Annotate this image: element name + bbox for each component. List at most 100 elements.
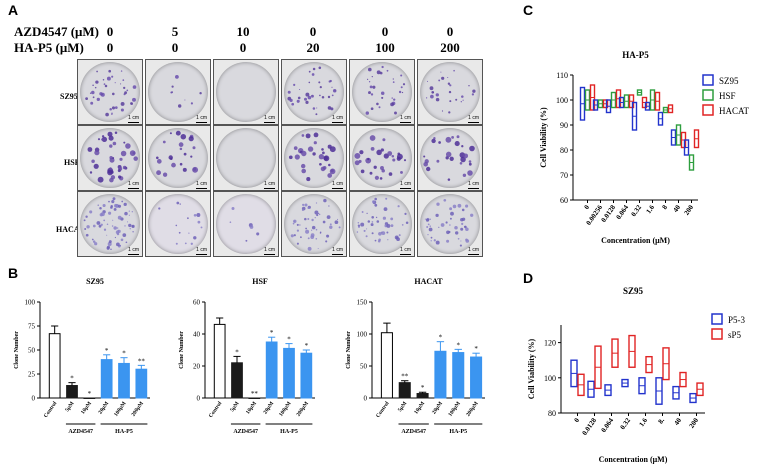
- x-tick-label: 200μM: [131, 400, 146, 418]
- x-tick-label: 20μM: [97, 400, 110, 415]
- x-tick-label: 10μM: [245, 400, 258, 415]
- colony-plate-hsf-3: 1 cm: [281, 125, 347, 191]
- range-box-HSF: [662, 106, 669, 114]
- dish: [216, 62, 276, 122]
- dish: [80, 194, 140, 254]
- y-tick-label: 0: [32, 395, 36, 403]
- scale-bar: 1 cm: [264, 181, 275, 189]
- y-tick-label: 100: [556, 96, 568, 105]
- bar-Control: [48, 333, 61, 399]
- range-box-HSF: [584, 89, 591, 111]
- group-label: AZD4547: [68, 429, 93, 435]
- scale-bar: 1 cm: [128, 181, 139, 189]
- y-tick-label: 50: [360, 363, 368, 371]
- dish: [80, 128, 140, 188]
- x-tick-label: 0.32: [619, 416, 633, 431]
- dish: [284, 62, 344, 122]
- range-box-SZ95: [683, 139, 690, 156]
- scale-bar: 1 cm: [468, 181, 479, 189]
- row-label-hacat: HACAT: [56, 225, 85, 234]
- range-box-sP5: [628, 334, 636, 368]
- colony-plate-hsf-0: 1 cm: [77, 125, 143, 191]
- bar-chart-title-1: HSF: [252, 277, 268, 286]
- group-label: HA-P5: [449, 429, 467, 435]
- bar-20μM: [434, 350, 447, 399]
- significance-mark: *: [439, 334, 443, 342]
- significance-mark: *: [88, 390, 92, 398]
- dish: [284, 194, 344, 254]
- y-tick-label: 120: [544, 339, 556, 348]
- range-box-P5-3: [689, 392, 697, 404]
- y-tick-label: 70: [560, 171, 568, 180]
- x-tick-label: 1.6: [638, 416, 650, 428]
- y-tick-label: 100: [357, 331, 368, 339]
- range-box-P5-3: [655, 377, 663, 405]
- x-tick-label: 100μM: [278, 400, 293, 418]
- legend-swatch-HACAT: [702, 104, 714, 116]
- dish: [420, 128, 480, 188]
- range-box-sP5: [577, 373, 585, 397]
- group-label: AZD4547: [401, 429, 426, 435]
- row-label-hsf: HSF: [64, 158, 80, 167]
- azd-dose-0: 0: [106, 24, 114, 39]
- azd-dose-5: 0: [446, 24, 454, 39]
- colony-plate-hsf-1: 1 cm: [145, 125, 211, 191]
- scale-bar: 1 cm: [196, 247, 207, 255]
- colony-plate-hsf-2: 1 cm: [213, 125, 279, 191]
- azd-dose-4: 0: [381, 24, 389, 39]
- y-tick-label: 60: [193, 299, 201, 307]
- range-box-P5-3: [604, 384, 612, 397]
- range-box-HACAT: [641, 96, 648, 109]
- y-tick-label: 20: [193, 363, 201, 371]
- x-tick-label: 200μM: [465, 400, 480, 418]
- panel-label-b: B: [8, 265, 19, 281]
- bar-Control: [213, 323, 226, 399]
- panel-label-c: C: [523, 2, 534, 18]
- scale-bar: 1 cm: [400, 115, 411, 123]
- y-tick-label: 0: [364, 395, 368, 403]
- range-box-HSF: [675, 124, 682, 146]
- significance-mark: *: [421, 384, 425, 392]
- dish: [352, 128, 412, 188]
- bar-5μM: [398, 382, 411, 399]
- significance-mark: **: [138, 357, 146, 365]
- scale-bar: 1 cm: [400, 247, 411, 255]
- scale-bar: 1 cm: [332, 247, 343, 255]
- x-tick-label: 200μM: [296, 400, 311, 418]
- colony-plate-hacat-1: 1 cm: [145, 191, 211, 257]
- x-tick-label: 0.32: [630, 203, 644, 218]
- dish: [352, 194, 412, 254]
- x-tick-label: 0.064: [600, 416, 616, 434]
- range-box-sP5: [696, 382, 704, 397]
- scale-bar: 1 cm: [468, 115, 479, 123]
- y-tick-label: 40: [193, 331, 201, 339]
- scale-bar: 1 cm: [264, 247, 275, 255]
- legend-swatch-sP5: [711, 328, 723, 340]
- azd-dose-3: 0: [309, 24, 317, 39]
- x-tick-label: Control: [43, 400, 59, 419]
- range-box-HACAT: [667, 104, 674, 114]
- hap5-dose-2: 0: [239, 40, 247, 55]
- colony-plate-sz95-0: 1 cm: [77, 59, 143, 125]
- dish: [216, 194, 276, 254]
- range-box-SZ95: [631, 101, 638, 131]
- x-axis-label: Concentration (μM): [599, 455, 668, 464]
- range-box-SZ95: [657, 111, 664, 126]
- bar-100μM: [118, 362, 130, 399]
- dish: [284, 128, 344, 188]
- x-tick-label: 100μM: [113, 400, 128, 418]
- x-tick-label: 10μM: [80, 400, 93, 415]
- range-box-HACAT: [615, 89, 622, 109]
- range-box-HSF: [688, 154, 695, 171]
- range-box-HACAT: [628, 94, 635, 109]
- colony-plate-sz95-3: 1 cm: [281, 59, 347, 125]
- significance-mark: **: [251, 390, 259, 398]
- significance-mark: **: [401, 373, 409, 381]
- range-box-SZ95: [592, 99, 599, 111]
- significance-mark: *: [122, 350, 126, 358]
- bar-10μM: [83, 397, 96, 399]
- range-chart-title-4: SZ95: [623, 286, 644, 296]
- y-tick-label: 75: [28, 323, 36, 331]
- hap5-dose-0: 0: [106, 40, 114, 55]
- bar-20μM: [100, 359, 113, 399]
